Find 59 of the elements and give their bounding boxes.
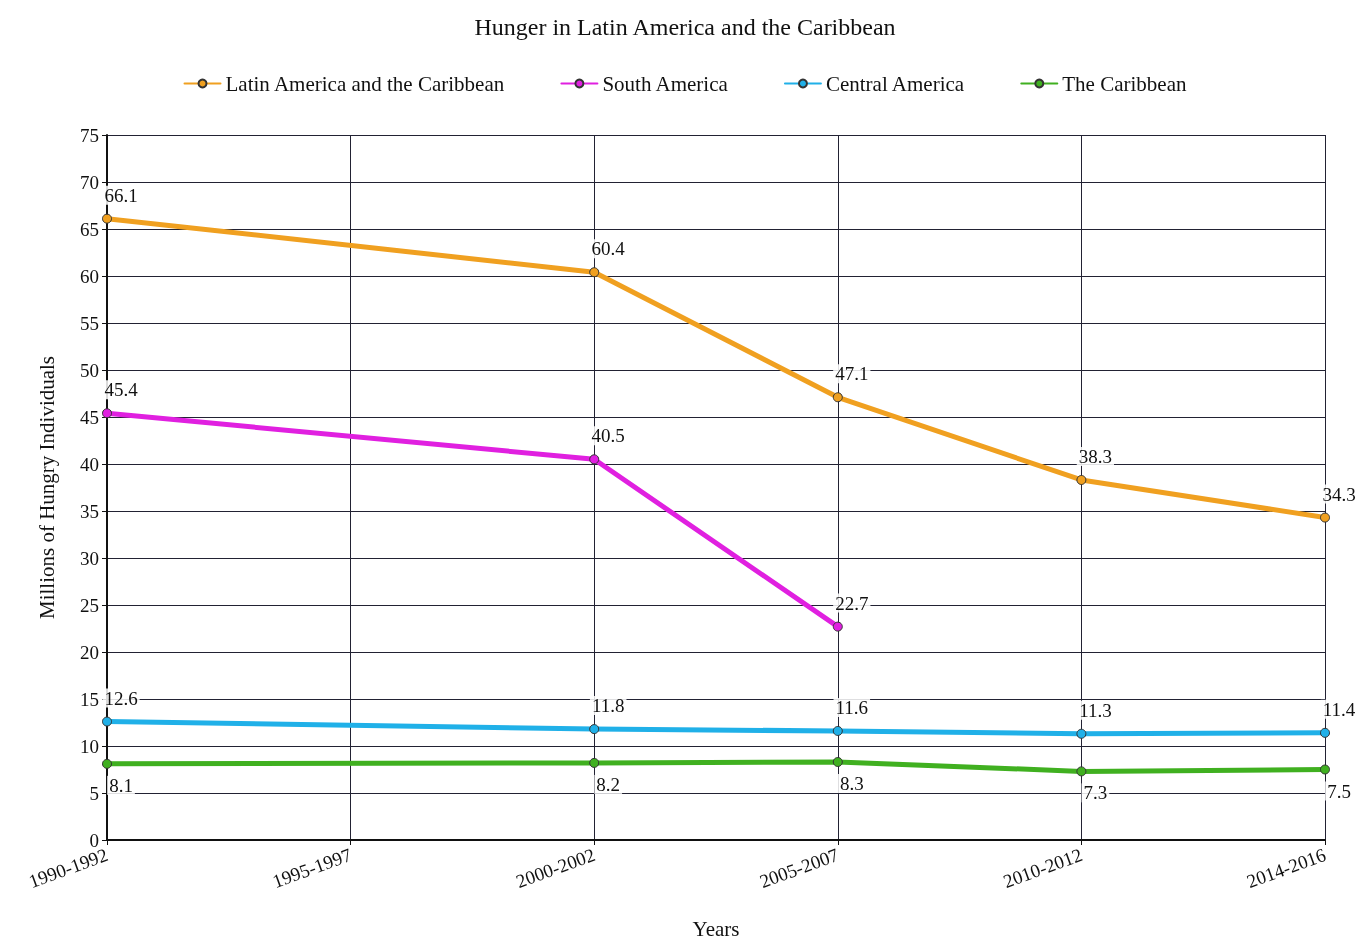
point bbox=[1076, 728, 1087, 739]
point bbox=[589, 724, 600, 735]
y-tick-label: 75 bbox=[80, 124, 99, 146]
point bbox=[589, 267, 600, 278]
data-label: 11.3 bbox=[1079, 699, 1112, 721]
y-tick-label: 15 bbox=[80, 688, 99, 710]
y-tick-label: 65 bbox=[80, 218, 99, 240]
data-label: 66.1 bbox=[104, 184, 138, 206]
data-label: 8.1 bbox=[109, 774, 133, 796]
data-label: 7.5 bbox=[1327, 780, 1351, 802]
point bbox=[832, 621, 843, 632]
y-tick-label: 70 bbox=[80, 171, 99, 193]
data-label: 11.4 bbox=[1322, 698, 1356, 720]
point bbox=[832, 392, 843, 403]
data-label: 60.4 bbox=[591, 238, 626, 260]
point bbox=[589, 454, 600, 465]
y-tick-label: 5 bbox=[89, 782, 99, 804]
data-label: 34.3 bbox=[1322, 483, 1356, 505]
point bbox=[102, 758, 112, 769]
point bbox=[102, 408, 112, 419]
y-tick-label: 45 bbox=[80, 406, 99, 428]
y-tick-label: 25 bbox=[80, 594, 99, 616]
point bbox=[1076, 766, 1087, 777]
legend-label: The Caribbean bbox=[1062, 71, 1187, 96]
point bbox=[102, 213, 112, 224]
legend-label: South America bbox=[602, 71, 729, 96]
data-label: 11.8 bbox=[591, 695, 625, 717]
point bbox=[1320, 512, 1330, 523]
data-label: 11.6 bbox=[835, 696, 869, 718]
y-tick-label: 50 bbox=[80, 359, 99, 381]
data-label: 40.5 bbox=[591, 425, 625, 447]
point bbox=[1320, 727, 1330, 738]
y-tick-label: 55 bbox=[80, 312, 99, 334]
data-label: 12.6 bbox=[104, 687, 138, 709]
data-label: 45.4 bbox=[104, 379, 139, 401]
y-tick-label: 0 bbox=[89, 829, 99, 851]
y-tick-label: 10 bbox=[80, 735, 99, 757]
point bbox=[1076, 474, 1087, 485]
y-tick-label: 20 bbox=[80, 641, 99, 663]
chart-title: Hunger in Latin America and the Caribbean bbox=[474, 14, 896, 40]
point bbox=[1320, 764, 1330, 775]
y-tick-label: 35 bbox=[80, 500, 99, 522]
data-label: 38.3 bbox=[1078, 445, 1113, 467]
data-label: 47.1 bbox=[835, 363, 869, 385]
data-label: 22.7 bbox=[835, 592, 869, 614]
point bbox=[589, 757, 600, 768]
y-tick-label: 40 bbox=[80, 453, 99, 475]
y-axis-title: Millions of Hungry Individuals bbox=[34, 355, 59, 620]
y-tick-label: 30 bbox=[80, 547, 99, 569]
y-tick-label: 60 bbox=[80, 265, 99, 287]
x-axis-title: Years bbox=[692, 916, 740, 941]
legend-label: Latin America and the Caribbean bbox=[225, 71, 505, 96]
data-label: 8.3 bbox=[839, 772, 864, 794]
legend-label: Central America bbox=[825, 71, 965, 96]
data-label: 7.3 bbox=[1083, 782, 1108, 804]
point bbox=[102, 716, 112, 727]
data-label: 8.2 bbox=[596, 773, 621, 795]
point bbox=[832, 756, 843, 767]
point bbox=[832, 725, 843, 736]
